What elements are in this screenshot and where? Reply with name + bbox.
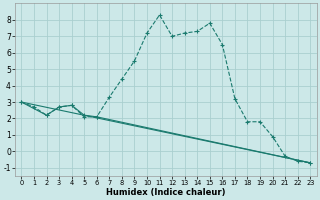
X-axis label: Humidex (Indice chaleur): Humidex (Indice chaleur) [106, 188, 226, 197]
